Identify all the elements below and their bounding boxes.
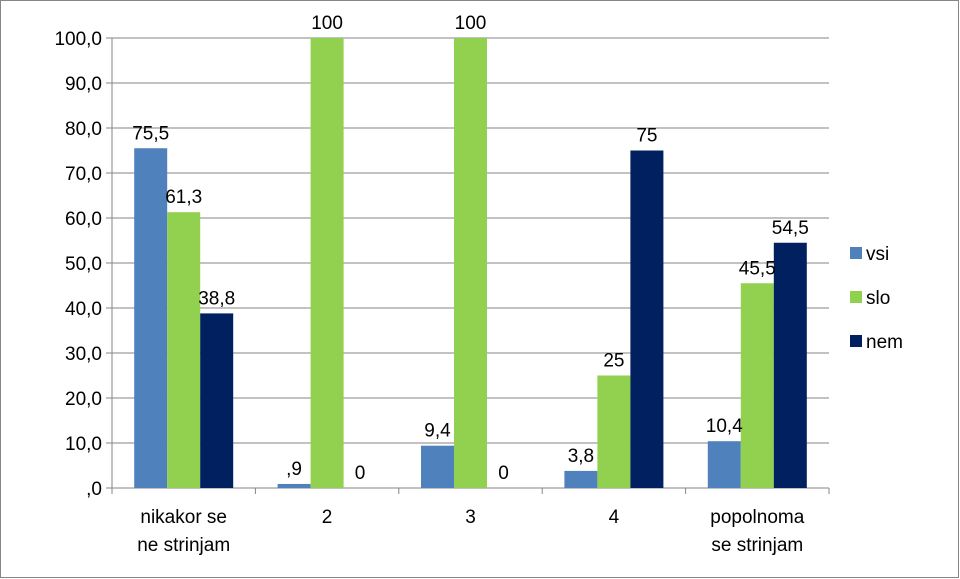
data-label-vsi: 3,8 [568, 446, 594, 467]
bar-slo [310, 38, 344, 488]
y-tick-label: 90,0 [65, 74, 102, 95]
bar-slo [740, 283, 774, 488]
data-label-slo: 45,5 [739, 258, 776, 279]
bar-vsi [421, 445, 454, 488]
bar-slo [454, 38, 487, 488]
bar-vsi [707, 441, 741, 488]
bar-nem [200, 313, 234, 488]
bar-vsi [277, 483, 311, 488]
data-label-nem: 0 [498, 463, 509, 484]
x-tick-label: nikakor se ne strinjam [137, 507, 230, 556]
data-label-slo: 100 [311, 13, 343, 34]
data-label-vsi: ,9 [286, 459, 302, 480]
x-tick-label: popolnoma se strinjam [710, 507, 804, 556]
legend-label-nem: nem [866, 332, 903, 353]
y-tick-label: 50,0 [65, 254, 102, 275]
legend-swatch-nem [850, 335, 862, 347]
bar-nem [773, 242, 807, 488]
data-label-vsi: 9,4 [424, 421, 451, 442]
y-tick-label: 60,0 [65, 209, 102, 230]
data-label-slo: 61,3 [165, 187, 202, 208]
x-tick-label: 2 [322, 507, 333, 528]
data-label-nem: 0 [355, 463, 366, 484]
bar-vsi [564, 470, 598, 488]
y-tick-label: 70,0 [65, 164, 102, 185]
bar-nem [630, 150, 664, 488]
bar-vsi [134, 148, 168, 488]
data-label-nem: 75 [636, 126, 657, 147]
y-tick-label: 30,0 [65, 344, 102, 365]
y-tick-label: 40,0 [65, 299, 102, 320]
y-tick-label: 100,0 [54, 29, 102, 50]
bar-slo [167, 212, 201, 488]
legend-swatch-vsi [850, 247, 862, 259]
y-tick-label: 80,0 [65, 119, 102, 140]
data-label-vsi: 75,5 [132, 123, 169, 144]
y-tick-label: 20,0 [65, 389, 102, 410]
data-label-slo: 25 [603, 351, 624, 372]
legend-label-slo: slo [866, 288, 890, 309]
legend: vsi slo nem [850, 244, 903, 353]
bar-slo [597, 375, 631, 488]
y-tick-label: ,0 [86, 479, 102, 500]
data-label-nem: 54,5 [772, 218, 809, 239]
legend-swatch-slo [850, 291, 862, 303]
data-label-vsi: 10,4 [706, 416, 743, 437]
x-tick-label: 4 [609, 507, 620, 528]
y-tick-label: 10,0 [65, 434, 102, 455]
x-tick-label: 3 [465, 507, 476, 528]
bars [134, 38, 807, 488]
data-label-nem: 38,8 [198, 288, 235, 309]
legend-label-vsi: vsi [866, 244, 889, 265]
data-labels: 75,5 ,9 9,4 3,8 10,4 61,3 100 100 25 45,5 38,8 0 0 75… [132, 13, 809, 484]
data-label-slo: 100 [455, 13, 487, 34]
